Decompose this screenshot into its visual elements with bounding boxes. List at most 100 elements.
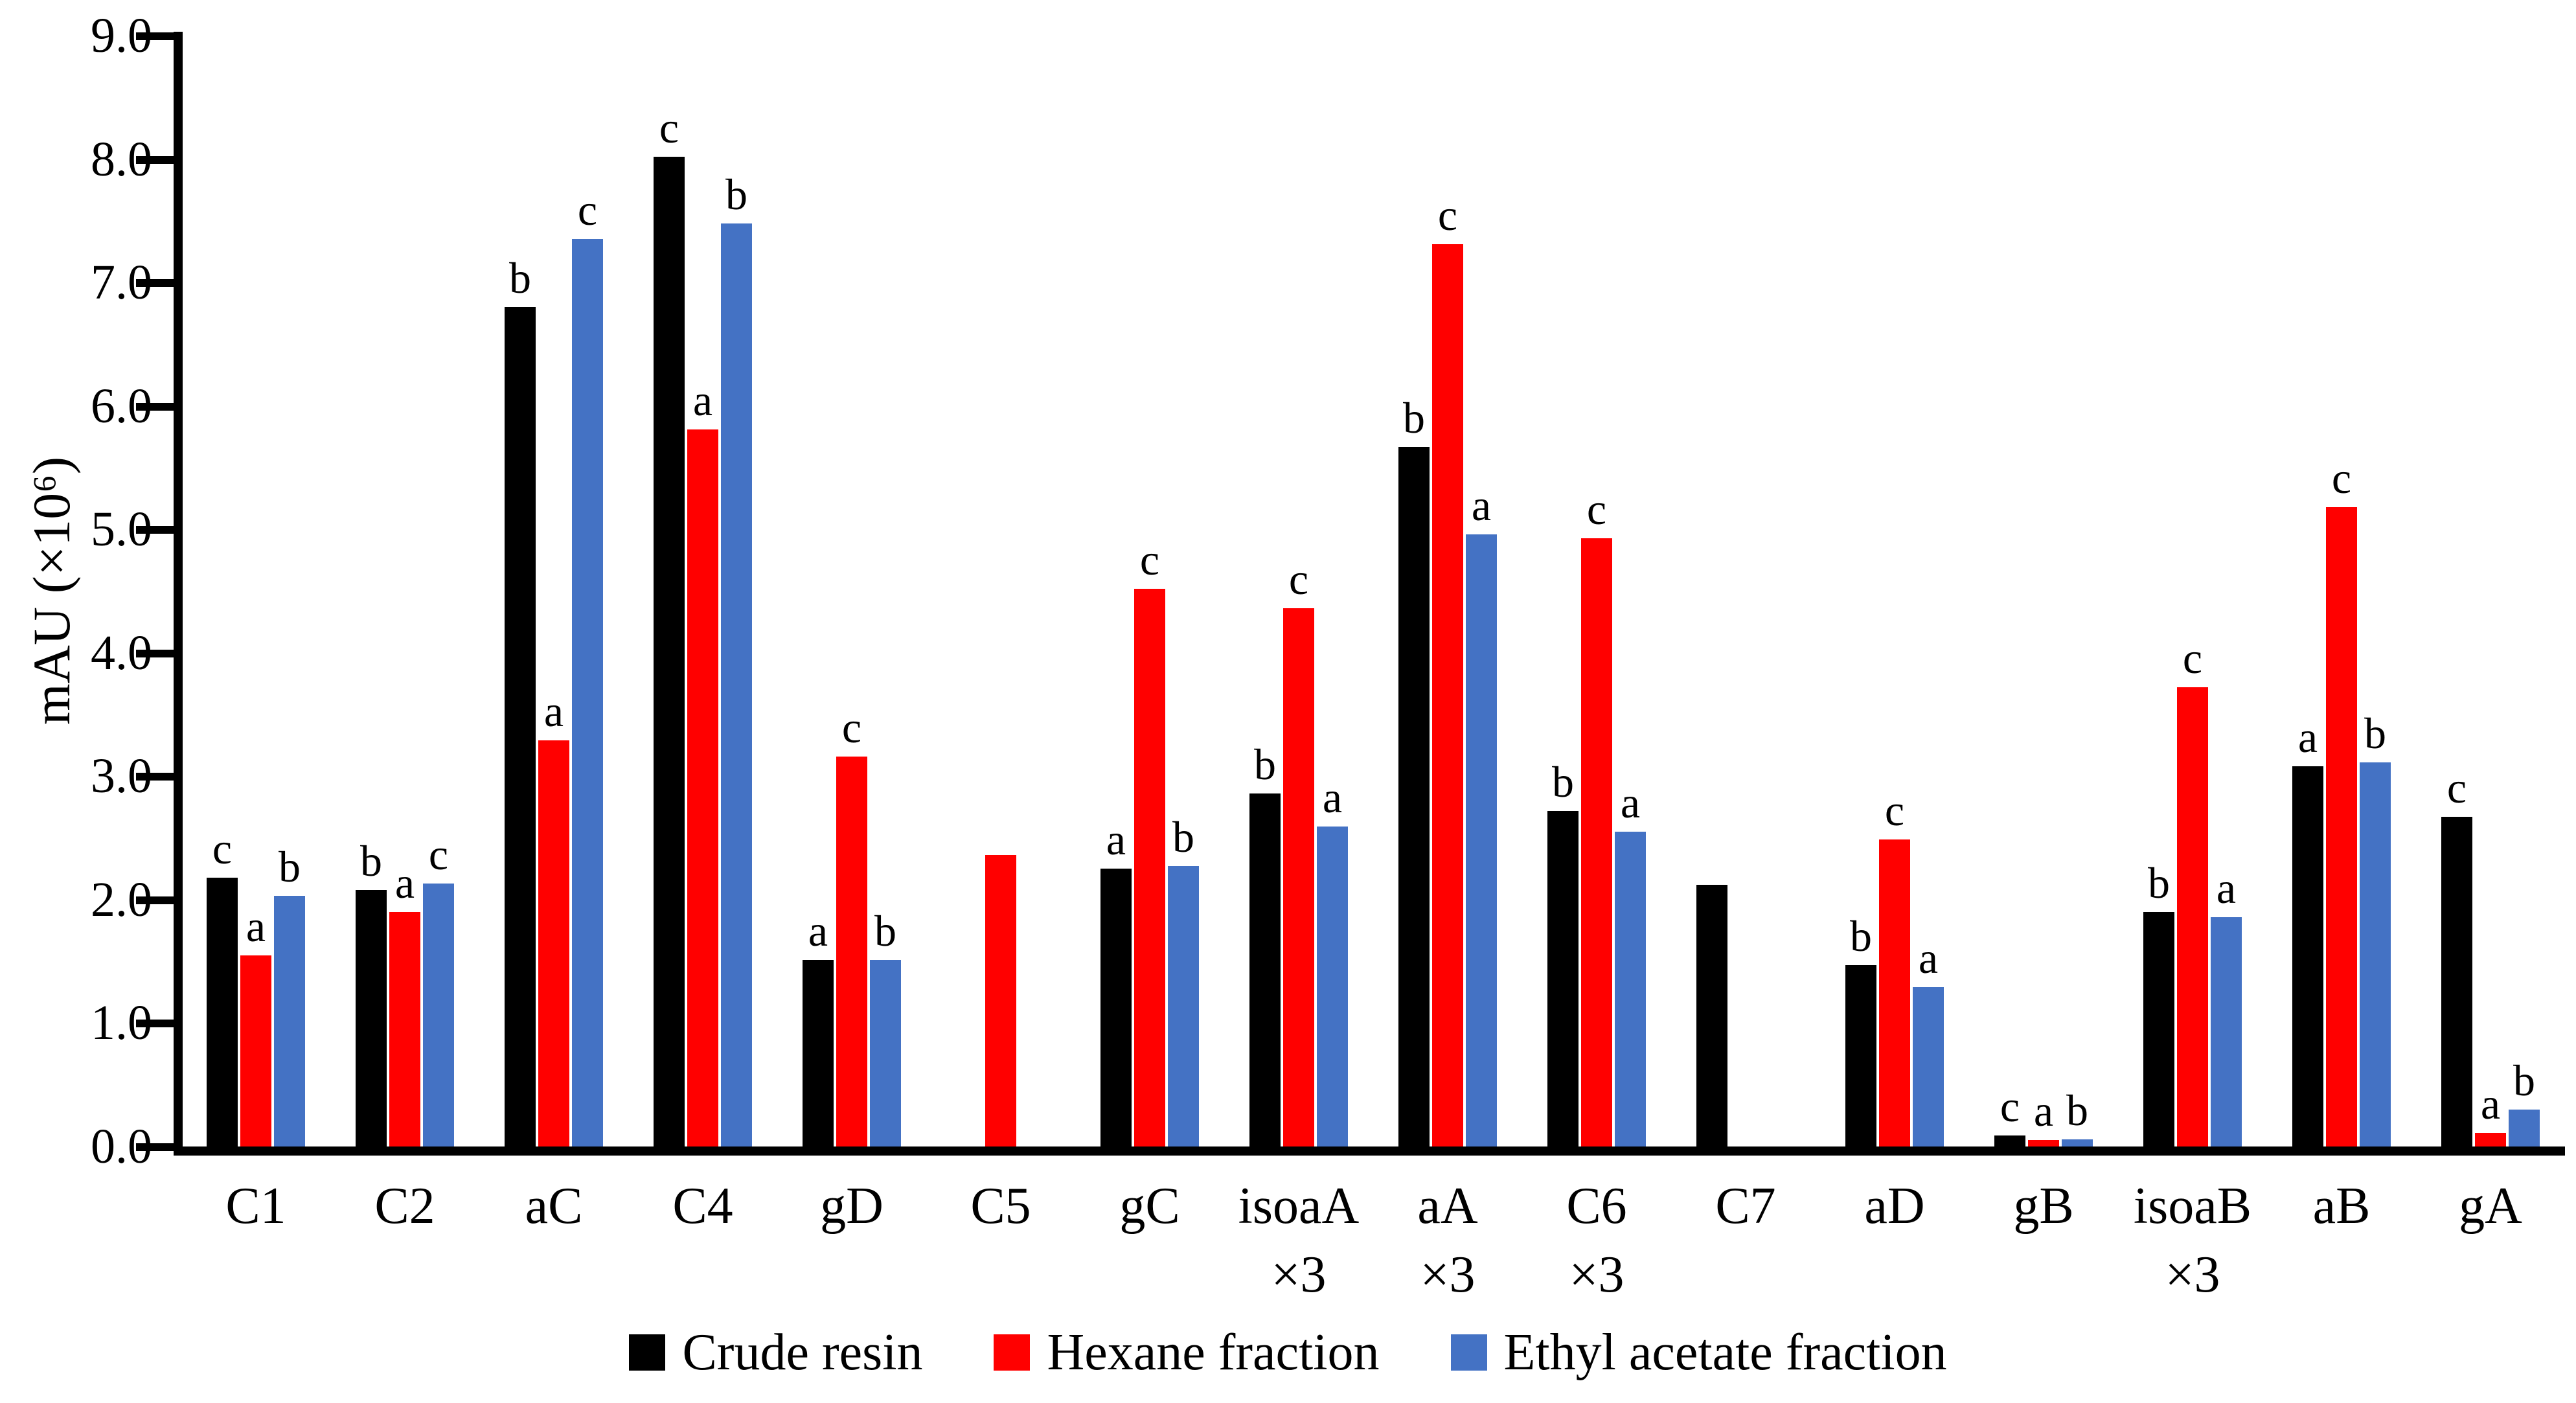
bar <box>1249 793 1281 1146</box>
bar-letter: b <box>1552 757 1574 806</box>
bar-letter: b <box>279 842 301 892</box>
bar-letter: b <box>2148 858 2170 907</box>
bar <box>2475 1133 2506 1146</box>
bar-letter: b <box>2513 1055 2535 1105</box>
bar-letter: b <box>2364 709 2386 759</box>
bar-letter: a <box>1620 778 1641 828</box>
bar <box>1615 832 1646 1146</box>
y-tick-mark <box>136 773 174 781</box>
bar <box>1913 987 1944 1146</box>
bar <box>985 855 1016 1146</box>
bar-letter: b <box>1850 911 1872 961</box>
x-category-label: C4 <box>672 1178 733 1235</box>
bar <box>2028 1140 2059 1146</box>
x-category-label: gB <box>2013 1178 2074 1235</box>
bar-letter: c <box>841 702 862 752</box>
bar-letter: a <box>394 858 415 907</box>
legend-label: Hexane fraction <box>1047 1324 1380 1381</box>
x-category-sublabel: ×3 <box>2165 1246 2220 1303</box>
bar-letter: b <box>725 169 747 219</box>
y-tick-label: 3.0 <box>91 749 152 804</box>
legend-swatch <box>994 1334 1031 1371</box>
bar-letter: c <box>1437 190 1458 240</box>
x-category-label: aD <box>1864 1178 1925 1235</box>
bar-letter: a <box>808 906 828 956</box>
bar-letter: c <box>659 102 679 152</box>
bar <box>538 740 569 1146</box>
bar-letter: a <box>543 687 564 736</box>
x-category-label: C5 <box>970 1178 1031 1235</box>
x-category-sublabel: ×3 <box>1569 1246 1624 1303</box>
bar-letter: b <box>1254 740 1276 789</box>
x-category-label: isoaA <box>1238 1178 1360 1235</box>
x-category-label: gC <box>1119 1178 1180 1235</box>
bar <box>2062 1139 2093 1146</box>
bar-letter: c <box>1884 785 1905 835</box>
bar <box>687 429 718 1146</box>
x-category-label: C2 <box>374 1178 435 1235</box>
bar-letter: a <box>2216 863 2237 913</box>
bar-letter: c <box>1288 554 1309 604</box>
bar-letter: b <box>1403 393 1425 442</box>
bar-letter: a <box>2480 1079 2501 1129</box>
bar <box>1879 839 1910 1146</box>
x-category-sublabel: ×3 <box>1271 1246 1327 1303</box>
bar-letter: b <box>874 906 896 956</box>
bar-letter: b <box>2066 1085 2088 1135</box>
legend: Crude resin Hexane fraction Ethyl acetate … <box>0 1320 2576 1385</box>
x-category-label: C7 <box>1715 1178 1776 1235</box>
bar <box>1581 538 1612 1146</box>
bar-letter: a <box>692 375 713 425</box>
legend-label: Crude resin <box>682 1324 923 1381</box>
legend-swatch <box>1450 1334 1487 1371</box>
y-tick-label: 2.0 <box>91 872 152 927</box>
bar-letter: c <box>577 185 598 235</box>
y-tick-mark <box>136 402 174 411</box>
bar-letter: c <box>2446 763 2467 813</box>
bar <box>1696 885 1727 1146</box>
y-tick-label: 1.0 <box>91 996 152 1051</box>
bar <box>2292 766 2323 1146</box>
bar-letter: a <box>1322 773 1343 823</box>
bar-letter: c <box>212 823 233 873</box>
x-category-label: gA <box>2459 1178 2522 1235</box>
legend-swatch <box>629 1334 666 1371</box>
bar <box>1317 827 1348 1146</box>
y-tick-mark <box>136 1143 174 1151</box>
x-axis-line <box>174 1146 2565 1156</box>
y-tick-label: 4.0 <box>91 625 152 680</box>
bar <box>1398 446 1430 1146</box>
bar <box>870 960 901 1146</box>
y-axis-title: mAU (×10⁶) <box>22 456 81 725</box>
bar <box>721 223 752 1146</box>
y-axis-line <box>174 32 183 1156</box>
bar <box>1994 1135 2025 1146</box>
bar-letter: a <box>2297 713 2318 762</box>
bar-letter: c <box>2331 453 2352 503</box>
bar-letter: a <box>1106 815 1126 865</box>
y-tick-label: 0.0 <box>91 1119 152 1174</box>
bar <box>1168 866 1199 1146</box>
bar <box>2177 687 2208 1146</box>
legend-item: Crude resin <box>629 1320 922 1385</box>
bar-letter: b <box>1172 812 1194 862</box>
y-tick-mark <box>136 649 174 657</box>
bar-letter: c <box>2182 633 2203 683</box>
bar <box>389 911 420 1146</box>
bar <box>1466 534 1497 1146</box>
bar <box>654 156 685 1146</box>
y-tick-mark <box>136 279 174 288</box>
x-category-label: aB <box>2312 1178 2371 1235</box>
bar <box>207 877 238 1146</box>
legend-item: Hexane fraction <box>994 1320 1380 1385</box>
bar <box>274 896 305 1146</box>
bar-letter: c <box>2000 1081 2020 1131</box>
y-tick-label: 9.0 <box>91 8 152 63</box>
bar <box>356 889 387 1146</box>
bar <box>836 756 867 1146</box>
bar <box>2326 507 2357 1146</box>
bar-letter: b <box>509 253 531 303</box>
y-tick-mark <box>136 896 174 904</box>
bar <box>240 955 271 1146</box>
